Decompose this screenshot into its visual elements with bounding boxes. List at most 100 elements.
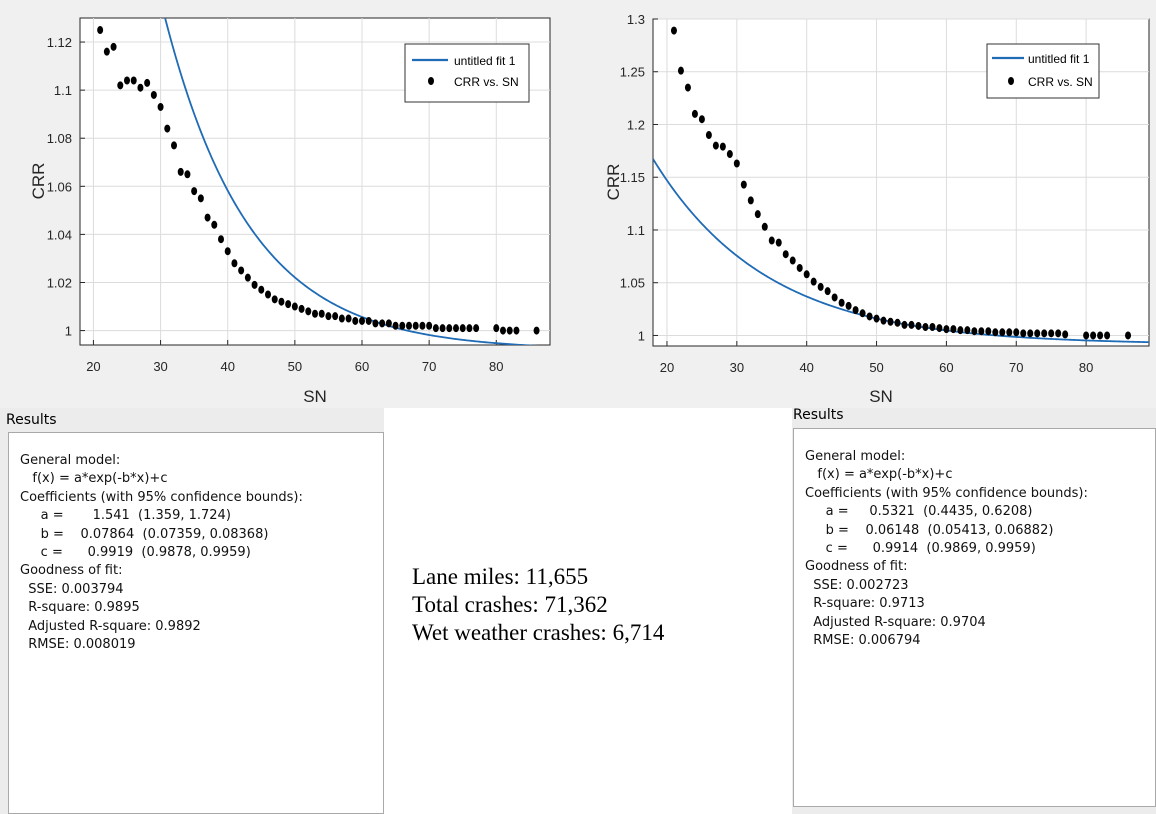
data-point xyxy=(432,324,439,333)
data-point xyxy=(670,26,677,35)
right-points-group xyxy=(670,26,1132,340)
data-point xyxy=(1013,328,1020,337)
data-point xyxy=(964,326,971,335)
data-point xyxy=(887,317,894,326)
data-point xyxy=(747,196,754,205)
data-point xyxy=(244,273,251,282)
right-fit-group xyxy=(653,158,1149,344)
results-line: SSE: 0.002723 xyxy=(805,577,909,593)
data-point xyxy=(894,318,901,327)
right-y-axis-label: CRR xyxy=(604,164,623,201)
data-point xyxy=(513,326,520,335)
right-legend-data-swatch xyxy=(1008,77,1014,85)
right-x-axis-label: SN xyxy=(869,387,893,406)
data-point xyxy=(866,312,873,321)
results-line: RMSE: 0.006794 xyxy=(805,633,921,649)
data-point xyxy=(110,42,117,51)
results-line: a = 1.541 (1.359, 1.724) xyxy=(20,508,231,524)
data-point xyxy=(936,324,943,333)
data-point xyxy=(150,90,157,99)
results-line: RMSE: 0.008019 xyxy=(20,637,136,653)
results-line: f(x) = a*exp(-b*x)+c xyxy=(20,471,168,487)
data-point xyxy=(859,309,866,318)
x-tick-label: 40 xyxy=(220,359,234,374)
data-point xyxy=(103,47,110,56)
left-plot-panel: 20 30 40 50 60 70 80 1 1.02 1.04 1.06 1.08 1.1 1.12 … xyxy=(0,0,580,408)
data-point xyxy=(950,325,957,334)
data-point xyxy=(733,159,740,168)
x-tick-label: 50 xyxy=(869,360,883,375)
y-tick-label: 1.1 xyxy=(627,223,645,238)
left-legend[interactable]: untitled fit 1 CRR vs. SN xyxy=(404,43,530,103)
data-point xyxy=(852,306,859,315)
left-results-box[interactable]: General model: f(x) = a*exp(-b*x)+c Coef… xyxy=(8,432,384,814)
data-point xyxy=(754,210,761,219)
crash-stats: Lane miles: 11,655 Total crashes: 71,362… xyxy=(412,563,664,647)
data-point xyxy=(971,327,978,336)
left-chart-svg: 20 30 40 50 60 70 80 11.021.041.061.081.11.12 … xyxy=(29,17,551,406)
right-results-title: Results xyxy=(793,407,844,423)
y-tick-label: 1 xyxy=(65,324,72,339)
data-point xyxy=(426,321,433,330)
data-point xyxy=(439,324,446,333)
results-line: a = 0.5321 (0.4435, 0.6208) xyxy=(805,504,1033,520)
left-legend-data-swatch xyxy=(428,77,434,85)
left-xtick-labels: 20 30 40 50 60 70 80 xyxy=(86,359,503,374)
data-point xyxy=(238,266,245,275)
data-point xyxy=(500,326,506,335)
data-point xyxy=(137,83,144,92)
data-point xyxy=(372,319,379,328)
data-point xyxy=(957,326,964,335)
data-point xyxy=(318,309,325,318)
data-point xyxy=(915,321,922,330)
left-legend-data-label: CRR vs. SN xyxy=(454,75,519,89)
data-point xyxy=(218,235,224,244)
data-point xyxy=(399,321,406,330)
data-point xyxy=(184,170,191,179)
data-point xyxy=(1090,331,1097,340)
data-point xyxy=(768,236,775,245)
data-point xyxy=(1062,330,1069,339)
data-point xyxy=(1055,329,1062,338)
data-point xyxy=(412,321,419,330)
y-tick-label: 1 xyxy=(638,328,645,343)
right-plot-panel: 20 30 40 50 60 70 80 1 1.05 1.1 1.15 1.2 1.25 1.3 SN… xyxy=(580,0,1156,408)
data-point xyxy=(803,270,810,279)
y-tick-label: 1.2 xyxy=(627,117,645,132)
y-tick-label: 1.1 xyxy=(54,83,72,98)
data-point xyxy=(130,76,137,85)
left-fit-group xyxy=(164,18,540,345)
data-point xyxy=(359,316,365,325)
results-line: R-square: 0.9895 xyxy=(20,600,140,616)
data-point xyxy=(124,76,130,85)
right-legend[interactable]: untitled fit 1 CRR vs. SN xyxy=(986,43,1100,99)
results-line: SSE: 0.003794 xyxy=(20,581,124,597)
data-point xyxy=(224,247,231,256)
data-point xyxy=(406,321,412,330)
data-point xyxy=(211,220,218,229)
data-point xyxy=(144,78,151,87)
x-tick-label: 20 xyxy=(660,360,674,375)
results-line: Goodness of fit: xyxy=(20,563,123,579)
data-point xyxy=(824,287,831,296)
y-tick-label: 1.08 xyxy=(47,131,72,146)
left-results-title: Results xyxy=(6,412,57,428)
data-point xyxy=(332,312,339,321)
data-point xyxy=(459,324,466,333)
data-point xyxy=(231,259,238,268)
y-tick-label: 1.02 xyxy=(47,275,72,290)
data-point xyxy=(325,312,332,321)
right-results-box[interactable]: General model: f(x) = a*exp(-b*x)+c Coef… xyxy=(793,428,1156,807)
data-point xyxy=(1048,329,1055,338)
total-crashes-text: Total crashes: 71,362 xyxy=(412,592,608,617)
data-point xyxy=(1034,329,1041,338)
right-chart-svg: 20 30 40 50 60 70 80 1 1.05 1.1 1.15 1.2 1.25 1.3 SN… xyxy=(604,12,1150,406)
data-point xyxy=(978,327,985,336)
y-tick-label: 1.04 xyxy=(47,227,72,242)
right-legend-box xyxy=(986,43,1100,99)
results-line: Adjusted R-square: 0.9892 xyxy=(20,618,201,634)
data-point xyxy=(1041,329,1048,338)
data-point xyxy=(740,180,747,189)
data-point xyxy=(719,142,726,151)
x-tick-label: 70 xyxy=(422,359,436,374)
